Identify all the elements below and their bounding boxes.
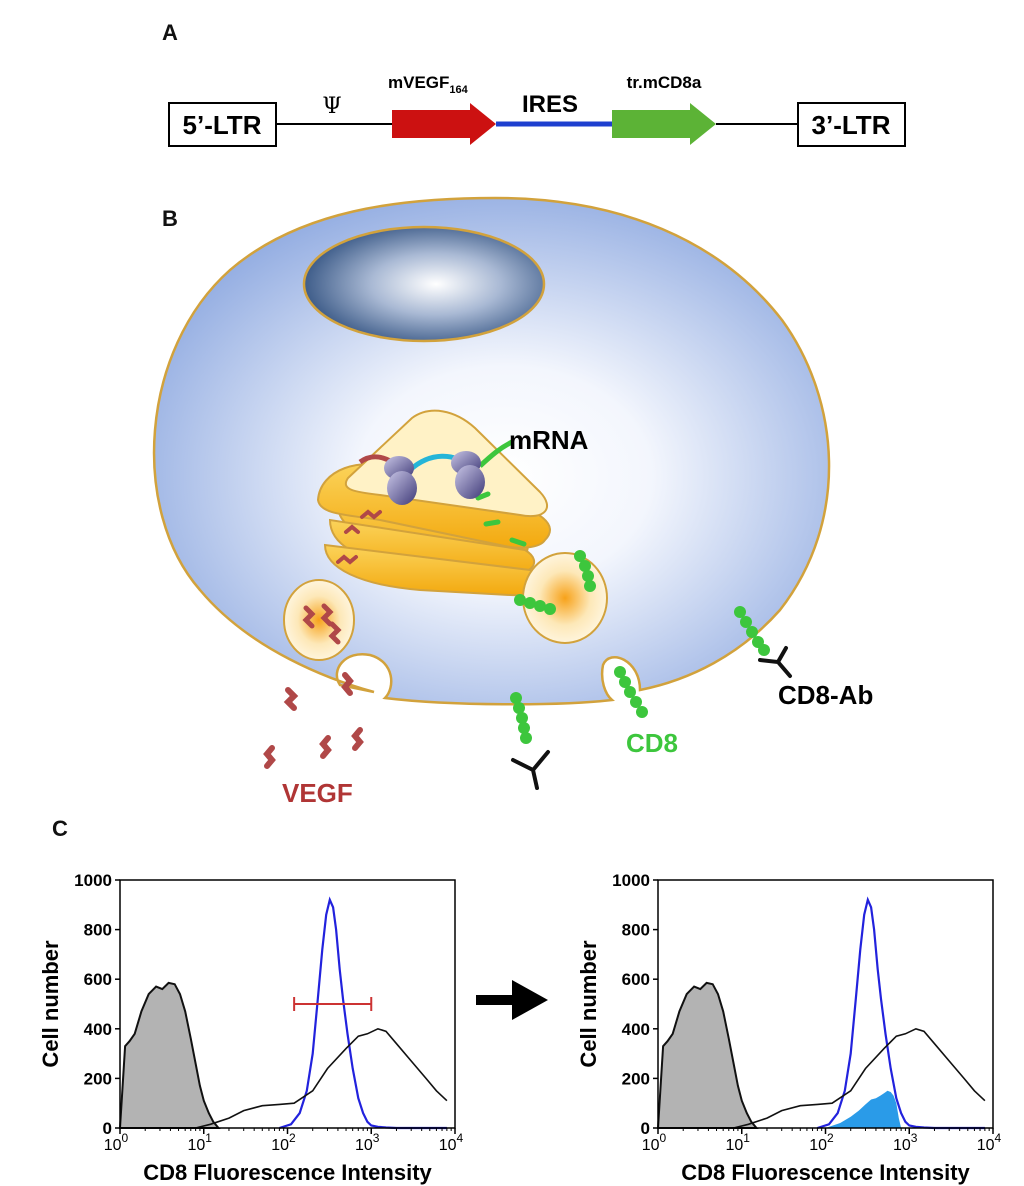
x-tick-label: 101 — [726, 1131, 751, 1154]
ires-label: IRES — [522, 91, 578, 118]
x-tick-label: 101 — [188, 1131, 213, 1154]
series-blue-line — [817, 896, 985, 1130]
cd8-molecule — [510, 692, 532, 744]
arrow-icon — [476, 980, 548, 1020]
y-tick-label: 800 — [84, 921, 112, 940]
x-tick-label: 102 — [271, 1131, 296, 1154]
x-tick-label: 100 — [642, 1131, 667, 1154]
ltr3-box — [797, 102, 906, 147]
y-axis-title: Cell number — [576, 940, 601, 1068]
vegf-gene-label: mVEGF164 — [388, 73, 469, 96]
cd8-molecule — [734, 606, 770, 656]
retroviral-construct: 5’-LTR 3’-LTR Ψ mVEGF164 IRES tr.mCD8a — [168, 73, 906, 147]
y-tick-label: 400 — [84, 1020, 112, 1039]
secreted-vegf — [263, 672, 364, 769]
y-tick-label: 0 — [103, 1119, 112, 1138]
y-tick-label: 600 — [622, 970, 650, 989]
golgi-apparatus — [316, 409, 551, 597]
series-control-filled — [656, 981, 759, 1129]
cd8-ab-label: CD8-Ab — [778, 680, 873, 710]
y-tick-label: 200 — [622, 1069, 650, 1088]
y-tick-label: 1000 — [74, 871, 112, 890]
x-tick-label: 100 — [104, 1131, 129, 1154]
ltr3-label: 3’-LTR — [812, 110, 891, 140]
antibody-icon — [511, 750, 550, 790]
x-tick-label: 103 — [355, 1131, 380, 1154]
y-tick-label: 0 — [641, 1119, 650, 1138]
ltr5-label: 5’-LTR — [183, 110, 262, 140]
nucleus — [302, 225, 546, 343]
panel-b-label: B — [162, 206, 178, 231]
histogram-before: 0 200 400 600 800 1000 100 101 102 103 104 CD8 Fluo… — [38, 871, 464, 1185]
y-tick-label: 400 — [622, 1020, 650, 1039]
cd8-vesicle — [522, 552, 608, 644]
packaging-signal-label: Ψ — [322, 94, 341, 119]
vegf-label: VEGF — [282, 778, 353, 808]
x-tick-label: 104 — [977, 1131, 1002, 1154]
panel-c-label: C — [52, 816, 68, 841]
cd8-molecule — [574, 550, 596, 592]
x-tick-label: 104 — [439, 1131, 464, 1154]
x-axis-title: CD8 Fluorescence Intensity — [681, 1160, 970, 1185]
ribosome — [451, 451, 485, 499]
ribosome — [384, 456, 417, 505]
y-tick-label: 200 — [84, 1069, 112, 1088]
x-tick-label: 102 — [809, 1131, 834, 1154]
series-sorted-filled — [825, 1090, 902, 1128]
cd8a-gene-label: tr.mCD8a — [627, 73, 702, 92]
cell-diagram: mRNA — [152, 196, 873, 808]
x-axis-title: CD8 Fluorescence Intensity — [143, 1160, 432, 1185]
y-tick-label: 1000 — [612, 871, 650, 890]
series-blue-line — [279, 896, 447, 1130]
antibody-icon — [758, 646, 792, 678]
x-tick-label: 103 — [893, 1131, 918, 1154]
y-tick-label: 800 — [622, 921, 650, 940]
vegf-vesicle — [283, 579, 355, 661]
mrna-label: mRNA — [509, 425, 589, 455]
vegf-gene-arrow — [392, 103, 496, 145]
cd8a-gene-arrow — [612, 103, 716, 145]
y-axis-title: Cell number — [38, 940, 63, 1068]
cd8-label: CD8 — [626, 728, 678, 758]
y-tick-label: 600 — [84, 970, 112, 989]
histogram-after: 0 200 400 600 800 1000 100 101 102 103 104 CD8 Fluo… — [576, 871, 1002, 1185]
cd8-molecule — [514, 594, 556, 615]
series-control-filled — [118, 981, 221, 1129]
panel-a-label: A — [162, 20, 178, 45]
ltr5-box — [168, 102, 277, 147]
cd8-molecule — [614, 666, 648, 718]
